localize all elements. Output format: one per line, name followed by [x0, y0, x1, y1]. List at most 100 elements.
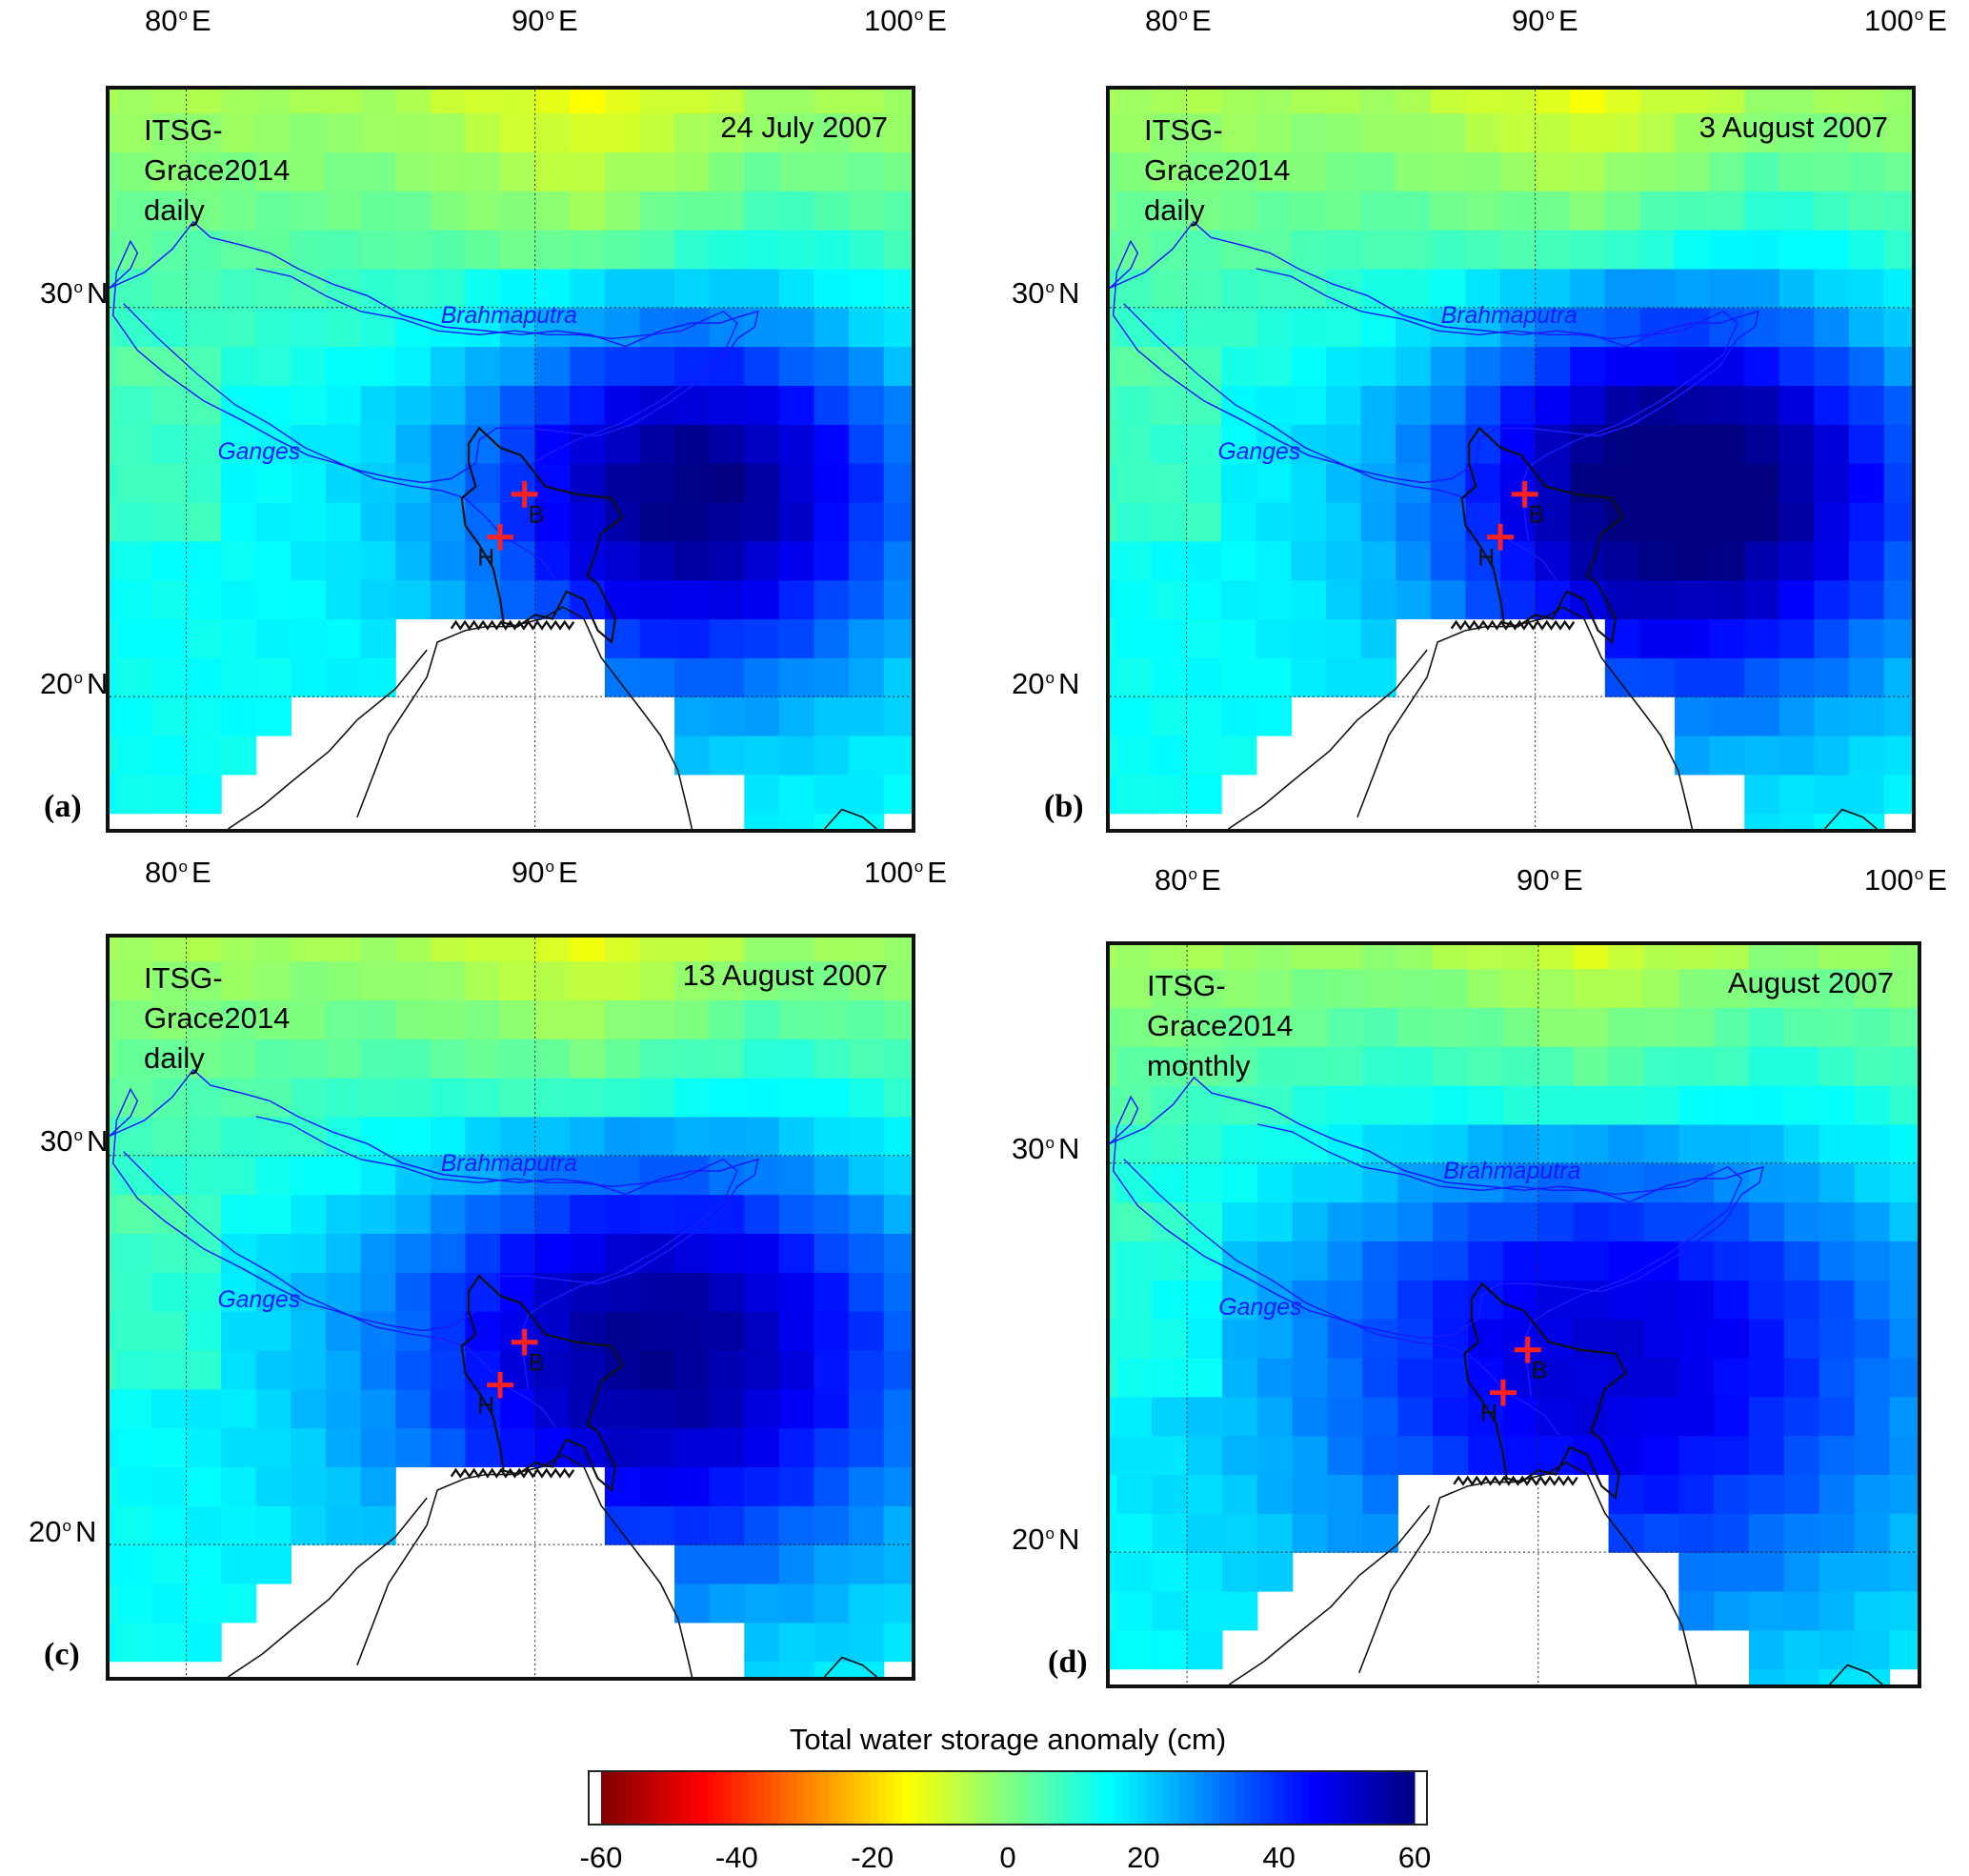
ganges-river [123, 1151, 557, 1429]
brahmaputra-river [1256, 268, 1738, 541]
graticule [1110, 945, 1918, 1684]
panel-label: (c) [44, 1637, 80, 1672]
lon-tick-100: 100o E [1864, 4, 1947, 37]
tws-grid-cells [110, 938, 912, 1677]
basin-outline [110, 1068, 759, 1332]
colorbar-tick: 20 [1127, 1841, 1160, 1874]
graticule [1110, 90, 1912, 829]
brahmaputra-label: Brahmaputra [441, 303, 577, 329]
coastline [1358, 1462, 1698, 1684]
station-label: H [1480, 1401, 1497, 1426]
brahmaputra-river [1256, 1123, 1743, 1397]
map-frame: Brahmaputra Ganges B H [1106, 86, 1916, 833]
coastline [356, 606, 693, 829]
graticule [110, 938, 912, 1677]
colorbar-tick: 60 [1397, 1841, 1432, 1874]
lon-tick-90: 90o E [1512, 4, 1578, 37]
colorbar-tick: 0 [999, 1841, 1016, 1874]
panel-label: (a) [44, 789, 82, 824]
coastline-west [228, 1497, 428, 1677]
station-marker-h: H [477, 523, 513, 571]
delta-coast [450, 619, 575, 631]
coastline-west [1228, 649, 1428, 829]
brahmaputra-label: Brahmaputra [441, 1151, 577, 1177]
lat-tick-20: 20o N [40, 667, 109, 700]
lat-tick-20: 20o N [1012, 667, 1080, 700]
lon-tick-80: 80o E [1145, 4, 1212, 37]
lon-tick-80: 80o E [145, 4, 211, 37]
graticule [110, 90, 912, 829]
tws-grid-cells [110, 90, 912, 829]
ganges-label: Ganges [217, 1287, 300, 1313]
lat-tick-30: 30o N [40, 276, 109, 310]
date-label: 3 August 2007 [1698, 111, 1888, 144]
colorbar-tick: -60 [579, 1841, 623, 1874]
colorbar [588, 1770, 1428, 1826]
colorbar-tick: -40 [714, 1841, 758, 1874]
product-title: ITSG-Grace2014 daily [1144, 113, 1291, 227]
lon-tick-80: 80o E [145, 856, 211, 889]
ganges-river [123, 303, 557, 581]
colorbar-tick: -20 [851, 1841, 894, 1874]
station-marker-b: B [1514, 1336, 1548, 1384]
brahmaputra-river [255, 1116, 738, 1389]
station-marker-b: B [511, 480, 545, 528]
ganges-river [1123, 1159, 1560, 1437]
lat-tick-30: 30o N [1012, 1132, 1080, 1165]
bangladesh-outline [1460, 426, 1624, 645]
station-label: B [1532, 1359, 1548, 1384]
station-marker-b: B [1511, 480, 1545, 528]
map-frame: Brahmaputra Ganges B H [1106, 941, 1921, 1688]
lat-tick-30: 30o N [1012, 276, 1080, 310]
station-label: H [477, 1393, 494, 1419]
station-label: H [1477, 545, 1495, 571]
panel-label: (b) [1044, 789, 1084, 824]
station-marker-h: H [477, 1371, 513, 1419]
tws-grid-cells [1110, 90, 1912, 829]
date-label: August 2007 [1727, 966, 1894, 999]
station-label: B [1529, 502, 1545, 528]
delta-coast [1453, 1475, 1578, 1486]
coastline-east [1829, 1664, 1883, 1684]
map-frame: Brahmaputra Ganges B H [106, 86, 915, 833]
brahmaputra-label: Brahmaputra [1441, 303, 1577, 329]
tws-grid-cells [1110, 945, 1918, 1684]
coastline-west [228, 649, 428, 829]
lon-tick-100: 100o E [864, 4, 947, 37]
station-label: B [529, 1350, 545, 1376]
station-label: H [477, 545, 494, 571]
coastline [356, 1454, 693, 1677]
tws-map: Brahmaputra Ganges B H [1110, 945, 1918, 1684]
tws-map: Brahmaputra Ganges B H [110, 938, 912, 1677]
basin-outline [1110, 1076, 1764, 1340]
delta-coast [450, 1467, 575, 1479]
delta-coast [1450, 619, 1576, 631]
lon-tick-90: 90o E [512, 856, 578, 889]
lon-tick-100: 100o E [1864, 863, 1947, 897]
ganges-river [1123, 303, 1557, 581]
coastline-east [823, 1656, 877, 1677]
station-marker-b: B [511, 1328, 545, 1376]
product-title: ITSG-Grace2014 daily [144, 113, 291, 227]
station-label: B [529, 502, 545, 528]
map-frame: Brahmaputra Ganges B H [106, 934, 915, 1681]
ganges-label: Ganges [1218, 1295, 1301, 1321]
lon-tick-90: 90o E [512, 4, 578, 37]
ganges-label: Ganges [1217, 439, 1300, 465]
lat-tick-30: 30o N [40, 1124, 109, 1158]
coastline-east [823, 808, 877, 829]
colorbar-title: Total water storage anomaly (cm) [789, 1723, 1227, 1756]
ganges-label: Ganges [217, 439, 300, 465]
date-label: 24 July 2007 [720, 111, 888, 144]
basin-outline [110, 220, 759, 484]
lon-tick-80: 80o E [1155, 863, 1221, 897]
date-label: 13 August 2007 [682, 958, 888, 992]
coastline-west [1228, 1504, 1431, 1684]
lat-tick-20: 20o N [29, 1515, 97, 1548]
tws-map: Brahmaputra Ganges B H [110, 90, 912, 829]
brahmaputra-label: Brahmaputra [1443, 1159, 1580, 1184]
bangladesh-outline [460, 426, 624, 645]
panel-label: (d) [1048, 1644, 1088, 1680]
coastline [1356, 606, 1694, 829]
lon-tick-90: 90o E [1517, 863, 1583, 897]
